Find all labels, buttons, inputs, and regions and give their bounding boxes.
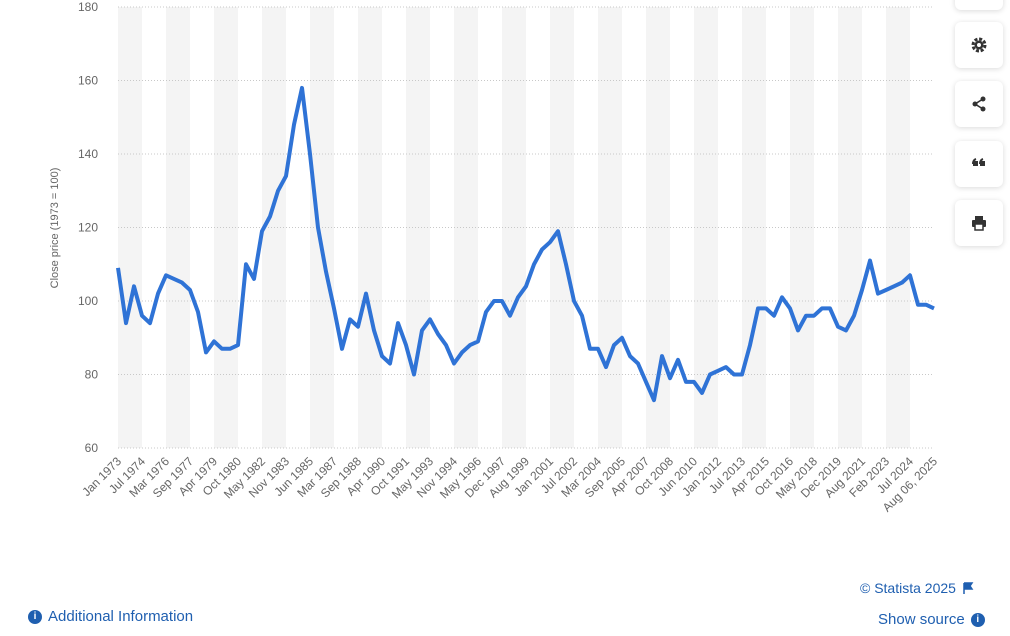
settings-button[interactable] bbox=[955, 22, 1003, 68]
y-tick-label: 140 bbox=[78, 147, 98, 161]
y-tick-label: 80 bbox=[85, 368, 99, 382]
additional-information-text: Additional Information bbox=[48, 608, 194, 625]
y-tick-label: 160 bbox=[78, 74, 98, 88]
share-button[interactable] bbox=[955, 81, 1003, 127]
flag-icon bbox=[963, 582, 974, 594]
gear-icon bbox=[971, 37, 987, 53]
chart: Close price (1973 = 100) 60 80 100 120 140 16… bbox=[49, 0, 940, 515]
show-source[interactable]: Show source i bbox=[878, 611, 985, 628]
menu-button[interactable] bbox=[955, 0, 1003, 10]
y-tick-label: 60 bbox=[85, 441, 99, 455]
info-icon: i bbox=[970, 612, 985, 627]
print-button[interactable] bbox=[955, 200, 1003, 246]
print-icon bbox=[972, 216, 986, 231]
y-tick-label: 180 bbox=[78, 0, 98, 14]
cite-button[interactable] bbox=[955, 141, 1003, 187]
copyright-text: © Statista 2025 bbox=[860, 580, 956, 596]
y-axis-label: Close price (1973 = 100) bbox=[49, 168, 61, 289]
line bbox=[116, 85, 935, 403]
additional-information[interactable]: i Additional Information bbox=[28, 608, 193, 625]
y-tick-label: 120 bbox=[78, 221, 98, 235]
quote-icon bbox=[972, 158, 985, 166]
y-tick-label: 100 bbox=[78, 294, 98, 308]
info-icon: i bbox=[28, 609, 42, 624]
show-source-text: Show source bbox=[878, 611, 965, 628]
copyright[interactable]: © Statista 2025 bbox=[860, 580, 974, 596]
share-icon bbox=[972, 96, 986, 112]
